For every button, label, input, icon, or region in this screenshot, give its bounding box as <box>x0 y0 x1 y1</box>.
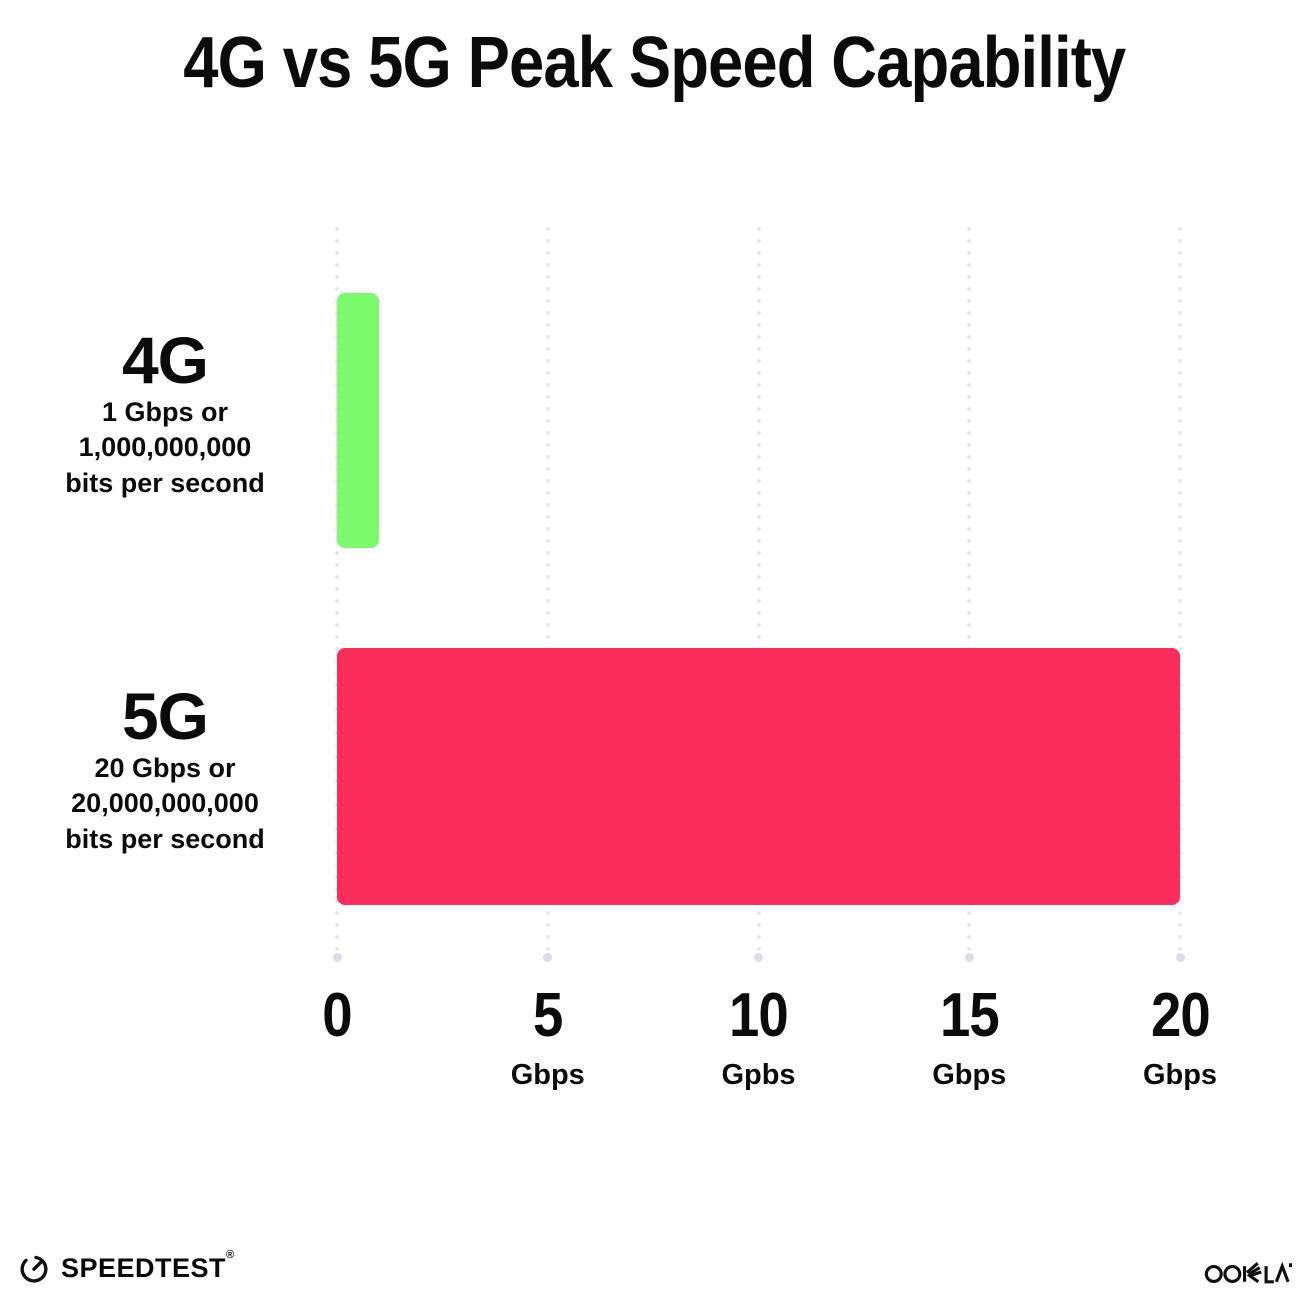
plot-area <box>332 223 1185 962</box>
x-tick-value: 10 <box>729 981 789 1050</box>
speedtest-logo: SPEEDTEST® <box>16 1248 235 1286</box>
x-tick-value: 15 <box>939 981 1000 1050</box>
ookla-logo <box>1204 1258 1292 1288</box>
x-tick-unit: Gpbs <box>721 1059 796 1091</box>
x-tick-unit: Gbps <box>510 1059 585 1091</box>
x-tick-0: 0 <box>320 985 353 1047</box>
bar-4g <box>337 293 380 548</box>
chart-title: 4G vs 5G Peak Speed Capability <box>0 22 1308 104</box>
category-sublabel-line: 20,000,000,000 <box>71 788 259 819</box>
category-sublabel-line: 1 Gbps or <box>101 396 229 427</box>
category-name: 4G <box>121 323 209 397</box>
gridline-20 <box>1175 223 1185 962</box>
x-tick-unit: Gbps <box>1142 1059 1218 1091</box>
category-name: 5G <box>121 679 209 753</box>
row-label-4g: 4G 1 Gbps or 1,000,000,000 bits per second <box>30 326 300 502</box>
x-tick-value: 0 <box>322 981 352 1050</box>
x-tick-15: 15 Gbps <box>932 985 1006 1092</box>
chart-title-text: 4G vs 5G Peak Speed Capability <box>182 23 1126 103</box>
x-axis: 0 5 Gbps 10 Gpbs 15 Gbps 20 Gbps <box>322 985 1217 1115</box>
gridline-0 <box>332 223 342 962</box>
x-tick-unit: Gbps <box>932 1059 1007 1091</box>
bar-5g <box>337 648 1180 905</box>
x-tick-20: 20 Gbps <box>1143 985 1217 1092</box>
gridline-15 <box>964 223 974 962</box>
gridline-5 <box>543 223 553 962</box>
ookla-wordmark-icon <box>1204 1261 1292 1284</box>
category-sublabel-line: 20 Gbps or <box>94 752 236 783</box>
gridline-10 <box>754 223 763 962</box>
x-tick-10: 10 Gpbs <box>721 985 795 1092</box>
category-sublabel-line: bits per second <box>65 823 265 854</box>
x-tick-5: 5 Gbps <box>511 985 585 1092</box>
speedtest-wordmark: SPEEDTEST® <box>61 1248 235 1283</box>
category-sublabel-line: 1,000,000,000 <box>78 432 252 463</box>
row-label-5g: 5G 20 Gbps or 20,000,000,000 bits per secon… <box>30 682 300 858</box>
x-tick-value: 20 <box>1150 981 1211 1050</box>
speedtest-trademark: ® <box>226 1248 235 1261</box>
category-sublabel-line: bits per second <box>65 467 265 498</box>
speedtest-gauge-icon <box>20 1255 48 1283</box>
x-tick-value: 5 <box>533 981 563 1050</box>
